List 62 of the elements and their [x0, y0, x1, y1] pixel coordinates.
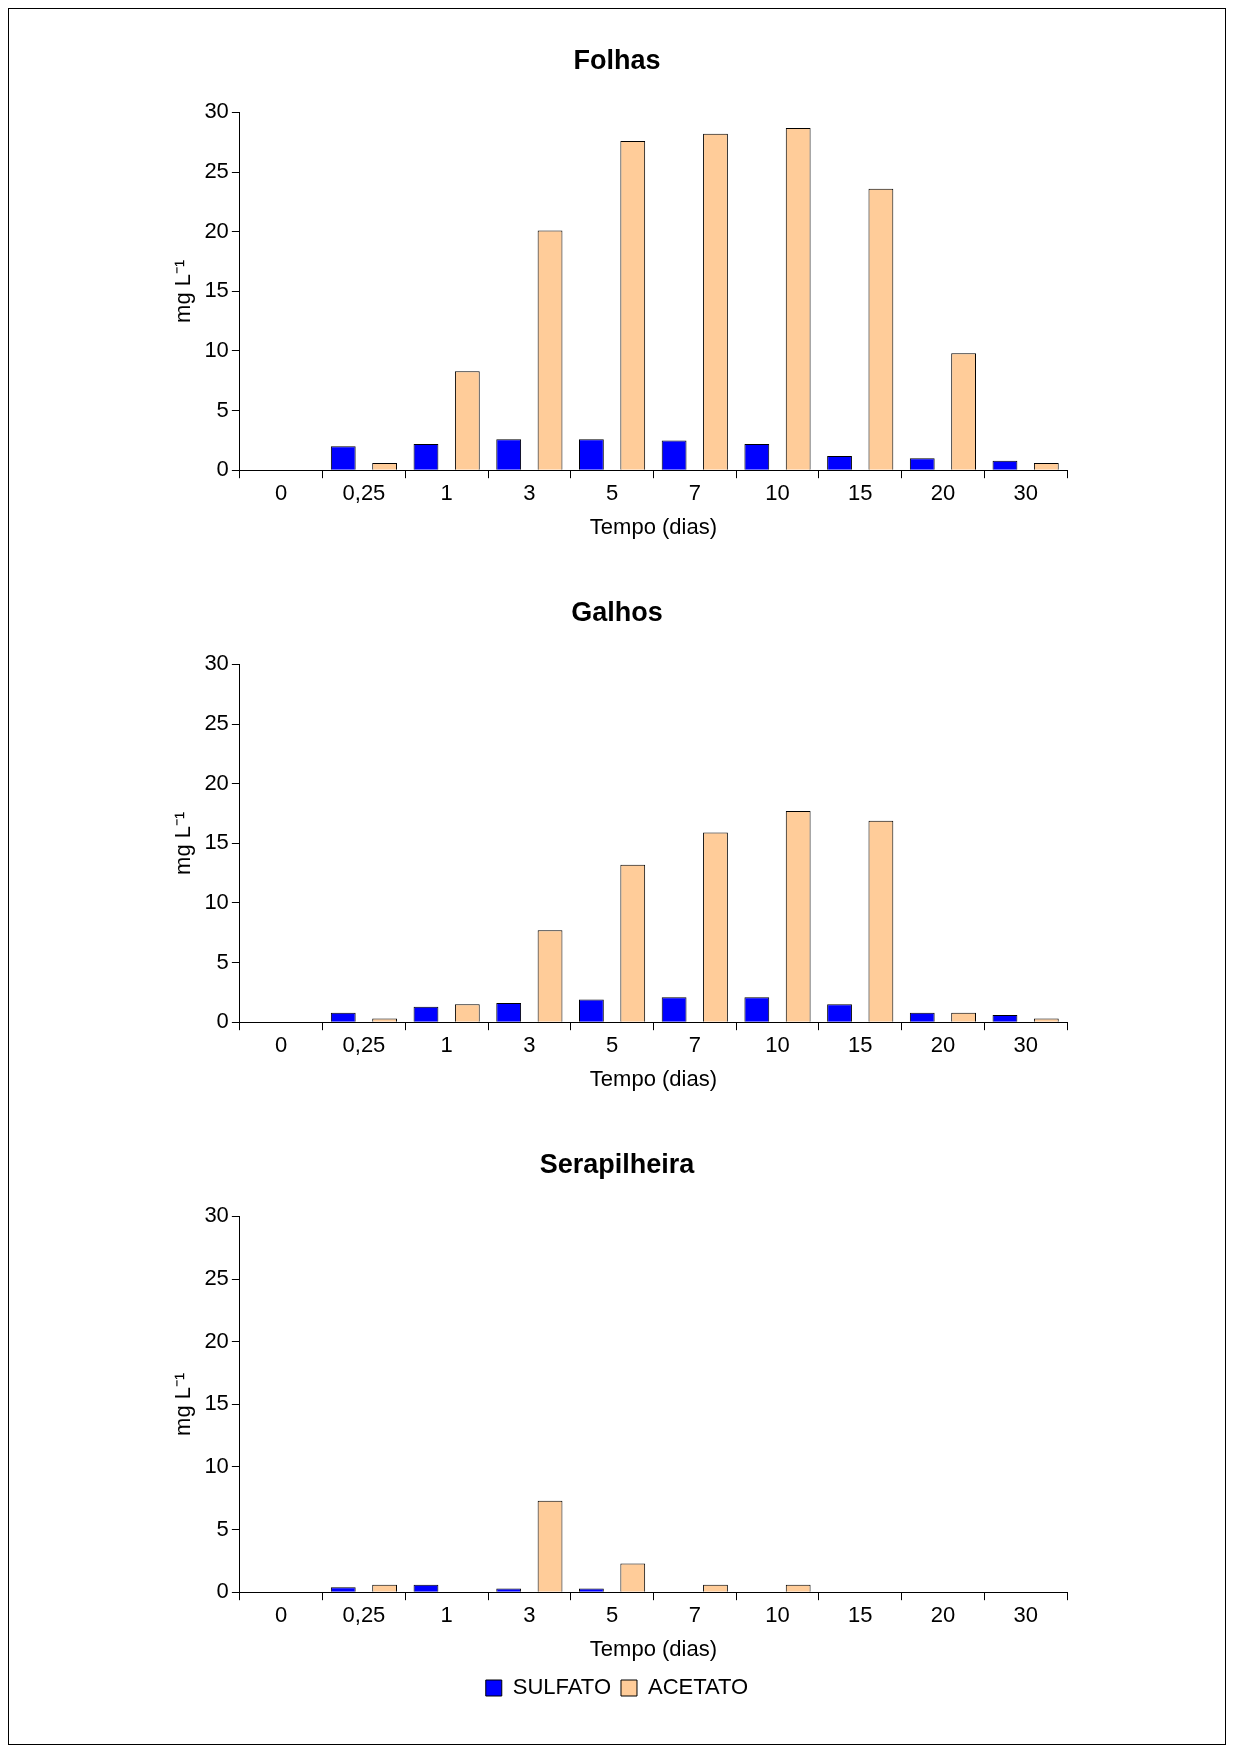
- legend-label: SULFATO: [512, 1674, 611, 1700]
- x-tick-label: 30: [1013, 1032, 1038, 1058]
- y-tick-label: 15: [204, 1390, 229, 1416]
- x-tick-label: 7: [688, 480, 701, 506]
- x-tick-label: 0,25: [342, 480, 386, 506]
- x-tick-label: 0,25: [342, 1032, 386, 1058]
- y-tick-label: 15: [204, 277, 229, 303]
- x-tick-label: 0: [275, 480, 288, 506]
- y-axis-title: mg L⁻¹: [170, 1372, 196, 1436]
- x-tick-label: 0: [275, 1032, 288, 1058]
- x-tick-label: 10: [765, 1602, 790, 1628]
- y-tick-label: 20: [204, 769, 229, 795]
- y-tick-label: 20: [204, 217, 229, 243]
- y-tick-label: 5: [216, 396, 229, 422]
- chart-title: Galhos: [571, 596, 663, 627]
- x-tick-label: 20: [930, 480, 956, 506]
- y-tick-label: 30: [204, 1202, 229, 1228]
- y-tick-label: 5: [216, 1515, 229, 1541]
- y-tick-label: 0: [216, 456, 229, 482]
- x-tick-label: 15: [847, 1602, 873, 1628]
- x-tick-label: 7: [688, 1032, 701, 1058]
- x-tick-label: 1: [440, 1602, 453, 1628]
- x-tick-label: 3: [523, 480, 536, 506]
- chart-title: Serapilheira: [539, 1148, 696, 1179]
- y-tick-label: 25: [204, 710, 229, 736]
- y-tick-label: 30: [204, 98, 229, 124]
- y-tick-label: 25: [204, 1265, 229, 1291]
- y-axis-title: mg L⁻¹: [170, 811, 196, 875]
- legend-label: ACETATO: [647, 1674, 749, 1700]
- x-tick-label: 10: [765, 1032, 790, 1058]
- x-axis-title: Tempo (dias): [589, 513, 718, 539]
- x-tick-label: 30: [1013, 1602, 1038, 1628]
- x-tick-label: 0,25: [342, 1602, 386, 1628]
- y-tick-label: 10: [204, 1453, 229, 1478]
- y-tick-label: 25: [204, 158, 229, 184]
- y-tick-label: 0: [216, 1578, 229, 1604]
- chart-title: Folhas: [573, 44, 661, 75]
- x-tick-label: 5: [605, 480, 619, 506]
- x-tick-label: 5: [605, 1602, 619, 1628]
- x-tick-label: 10: [765, 480, 790, 506]
- y-tick-label: 20: [204, 1327, 229, 1353]
- x-tick-label: 3: [523, 1032, 536, 1058]
- x-tick-label: 7: [688, 1602, 701, 1628]
- y-tick-label: 0: [216, 1008, 229, 1034]
- y-axis-title: mg L⁻¹: [170, 259, 196, 323]
- x-tick-label: 20: [930, 1602, 956, 1628]
- x-tick-label: 30: [1013, 480, 1038, 506]
- y-tick-label: 5: [216, 948, 229, 974]
- y-tick-label: 30: [204, 650, 229, 676]
- y-tick-label: 15: [204, 829, 229, 855]
- y-tick-label: 10: [204, 889, 229, 914]
- x-axis-title: Tempo (dias): [589, 1635, 718, 1661]
- x-tick-label: 15: [847, 1032, 873, 1058]
- x-tick-label: 15: [847, 480, 873, 506]
- x-tick-label: 1: [440, 480, 453, 506]
- x-tick-label: 20: [930, 1032, 956, 1058]
- x-axis-title: Tempo (dias): [589, 1065, 718, 1091]
- x-tick-label: 1: [440, 1032, 453, 1058]
- x-tick-label: 0: [275, 1602, 288, 1628]
- x-tick-label: 3: [523, 1602, 536, 1628]
- y-tick-label: 10: [204, 337, 229, 362]
- x-tick-label: 5: [605, 1032, 619, 1058]
